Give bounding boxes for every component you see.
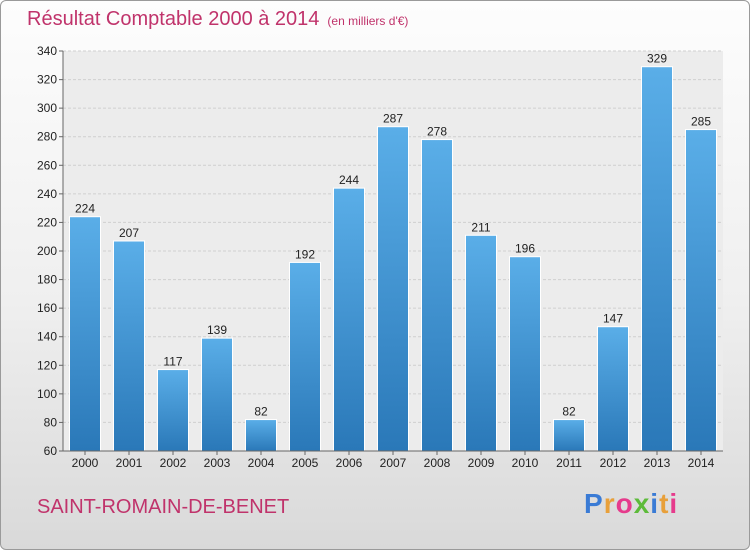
bar: [377, 126, 409, 452]
x-tick-label: 2004: [248, 456, 275, 470]
logo-letter: P: [584, 488, 604, 519]
bar-value-label: 139: [207, 323, 227, 337]
x-tick-label: 2014: [688, 456, 715, 470]
x-tick-label: 2010: [512, 456, 539, 470]
bar-value-label: 82: [562, 405, 576, 419]
bar: [465, 234, 497, 452]
y-tick-label: 220: [37, 215, 57, 229]
bar-value-label: 285: [691, 115, 711, 129]
bar-value-label: 244: [339, 173, 359, 187]
x-tick-label: 2003: [204, 456, 231, 470]
bar: [157, 369, 189, 452]
bar: [201, 337, 233, 452]
bar: [641, 66, 673, 452]
x-tick-label: 2006: [336, 456, 363, 470]
y-tick-label: 60: [44, 444, 58, 458]
x-tick-label: 2009: [468, 456, 495, 470]
bar-value-label: 117: [163, 355, 182, 369]
y-tick-label: 260: [37, 158, 57, 172]
bar: [597, 326, 629, 452]
logo-letter: i: [669, 488, 679, 519]
logo-letter: t: [659, 488, 670, 519]
logo-letter: r: [603, 488, 616, 519]
y-tick-label: 340: [37, 44, 57, 58]
y-tick-label: 100: [37, 387, 57, 401]
y-tick-label: 300: [37, 101, 57, 115]
bar-value-label: 224: [75, 202, 95, 216]
x-tick-label: 2011: [556, 456, 582, 470]
bar-value-label: 211: [471, 220, 490, 234]
y-tick-label: 120: [37, 358, 57, 372]
x-tick-label: 2013: [644, 456, 671, 470]
bar: [113, 240, 145, 452]
chart-title: Résultat Comptable 2000 à 2014 (en millie…: [27, 8, 408, 31]
bar-value-label: 192: [295, 247, 315, 261]
y-tick-label: 180: [37, 273, 57, 287]
logo-letter: i: [650, 488, 660, 519]
y-tick-label: 200: [37, 244, 57, 258]
bar-value-label: 196: [515, 242, 535, 256]
x-tick-label: 2000: [72, 456, 99, 470]
y-tick-label: 280: [37, 130, 57, 144]
bar: [289, 261, 321, 452]
chart-subtitle: (en milliers d'€): [327, 14, 409, 28]
bar-value-label: 329: [647, 52, 667, 66]
y-tick-label: 140: [37, 330, 57, 344]
bar: [509, 256, 541, 452]
bar-value-label: 147: [603, 312, 623, 326]
x-tick-label: 2002: [160, 456, 187, 470]
logo-letter: o: [615, 488, 634, 519]
bar: [553, 419, 585, 452]
x-tick-label: 2001: [116, 456, 143, 470]
x-tick-label: 2005: [292, 456, 319, 470]
bar: [69, 216, 101, 452]
bar: [245, 419, 277, 452]
logo-letter: x: [633, 488, 651, 519]
town-name: SAINT-ROMAIN-DE-BENET: [37, 496, 290, 518]
bar: [685, 129, 717, 452]
bar: [333, 187, 365, 452]
x-tick-label: 2008: [424, 456, 451, 470]
y-tick-label: 320: [37, 73, 57, 87]
chart-title-text: Résultat Comptable 2000 à 2014: [27, 8, 320, 30]
x-tick-label: 2007: [380, 456, 407, 470]
y-tick-label: 160: [37, 301, 57, 315]
bar: [421, 139, 453, 452]
x-tick-label: 2012: [600, 456, 627, 470]
bar-value-label: 287: [383, 112, 403, 126]
proxiti-logo: Proxiti: [584, 488, 678, 520]
y-tick-label: 240: [37, 187, 57, 201]
bar-value-label: 278: [427, 125, 447, 139]
bar-value-label: 82: [254, 405, 268, 419]
bar-value-label: 207: [119, 226, 139, 240]
y-tick-label: 80: [44, 415, 58, 429]
